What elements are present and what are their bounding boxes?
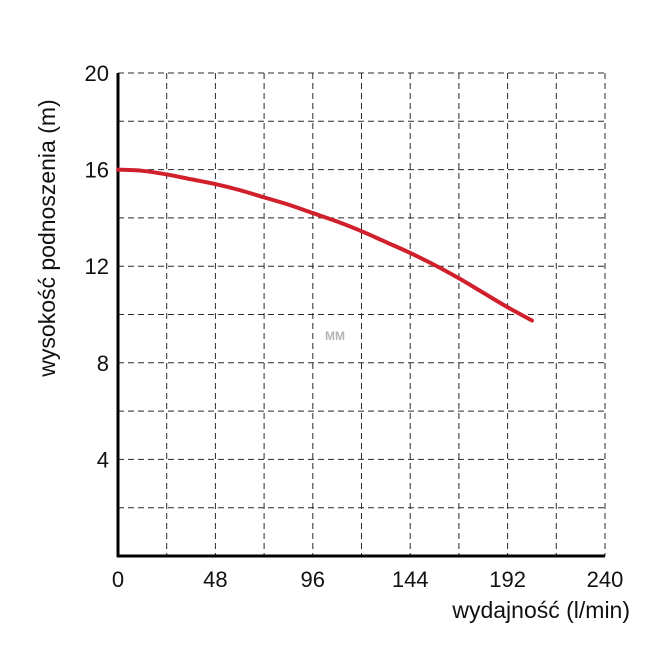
axes: [116, 73, 605, 558]
series-line: [116, 167, 534, 323]
y-tick-label: 8: [97, 351, 109, 376]
series: [116, 167, 534, 323]
x-tick-label: 96: [301, 567, 325, 592]
watermark-logo: MM: [325, 329, 345, 343]
y-tick-label: 16: [85, 158, 109, 183]
y-tick-label: 12: [85, 254, 109, 279]
x-tick-label: 0: [112, 567, 124, 592]
x-tick-label: 144: [392, 567, 429, 592]
grid: [118, 72, 606, 556]
y-tick-label: 4: [97, 447, 109, 472]
y-axis-title: wysokość podnoszenia (m): [34, 99, 60, 377]
x-tick-label: 240: [587, 567, 624, 592]
y-tick-label: 20: [85, 61, 109, 86]
x-axis-title: wydajność (l/min): [451, 597, 630, 623]
x-tick-label: 48: [203, 567, 227, 592]
x-tick-label: 192: [489, 567, 526, 592]
